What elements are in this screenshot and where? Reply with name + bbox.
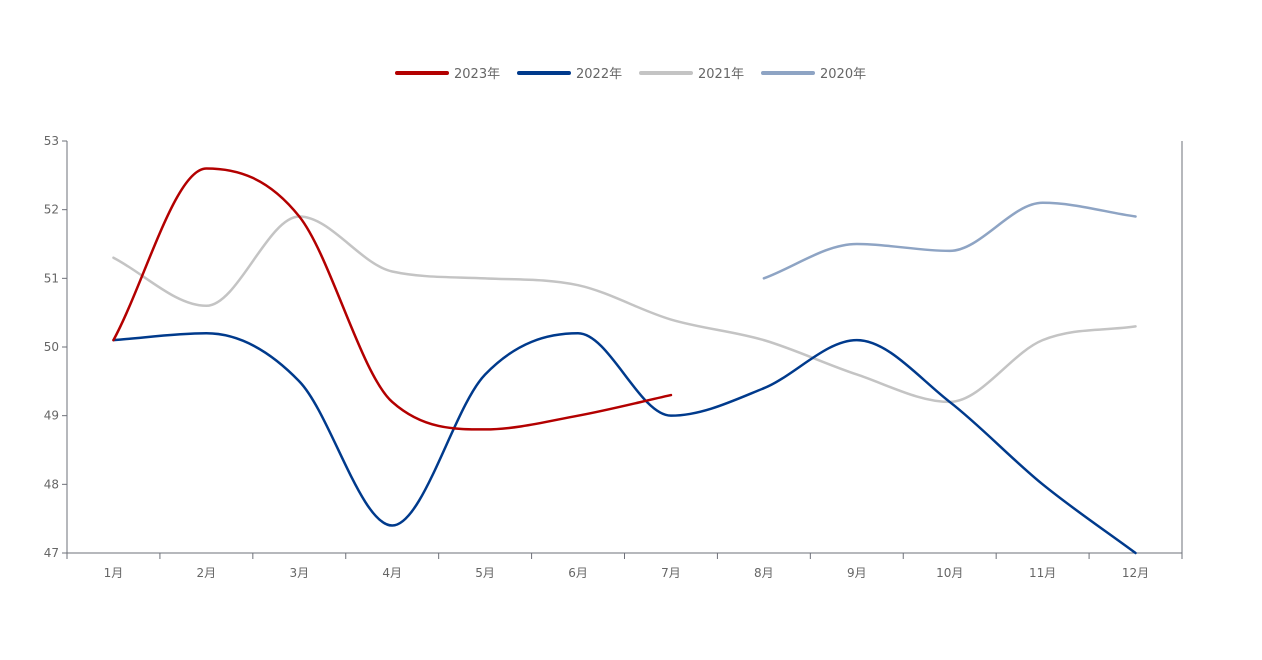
legend[interactable]: 2023年 2022年 2021年 2020年 [395,67,866,82]
legend-item[interactable]: 2023年 [395,67,500,82]
x-tick-label: 8月 [754,566,774,580]
legend-label: 2023年 [454,67,500,82]
y-tick-label: 51 [44,271,59,285]
legend-item[interactable]: 2020年 [761,67,866,82]
series-line-2022年 [112,332,1137,555]
x-tick-label: 12月 [1122,566,1149,580]
x-tick-label: 9月 [847,566,867,580]
x-tick-label: 2月 [197,566,217,580]
series-line-2021年 [112,215,1137,404]
x-tick-label: 3月 [289,566,309,580]
y-tick-label: 47 [44,546,59,560]
legend-item[interactable]: 2022年 [517,67,622,82]
axes: 47 48 49 50 51 52 53 1月 2月 3月 4月 5月 6月 7月 8月 9月 10月 11月 12… [44,134,1183,580]
legend-label: 2021年 [698,67,744,82]
y-tick-label: 52 [44,203,59,217]
x-tick-label: 10月 [936,566,963,580]
y-tick-label: 48 [44,477,59,491]
x-tick-label: 1月 [104,566,124,580]
series-line-2020年 [762,201,1137,280]
legend-item[interactable]: 2021年 [639,67,744,82]
y-tick-label: 50 [44,340,59,354]
series-layer [112,167,1137,555]
legend-label: 2020年 [820,67,866,82]
series-line-2023年 [112,167,673,431]
legend-label: 2022年 [576,67,622,82]
x-tick-label: 6月 [568,566,588,580]
x-tick-label: 11月 [1029,566,1056,580]
x-tick-label: 7月 [661,566,681,580]
y-tick-label: 53 [44,134,59,148]
x-tick-label: 4月 [382,566,402,580]
x-tick-label: 5月 [475,566,495,580]
y-tick-label: 49 [44,409,59,423]
